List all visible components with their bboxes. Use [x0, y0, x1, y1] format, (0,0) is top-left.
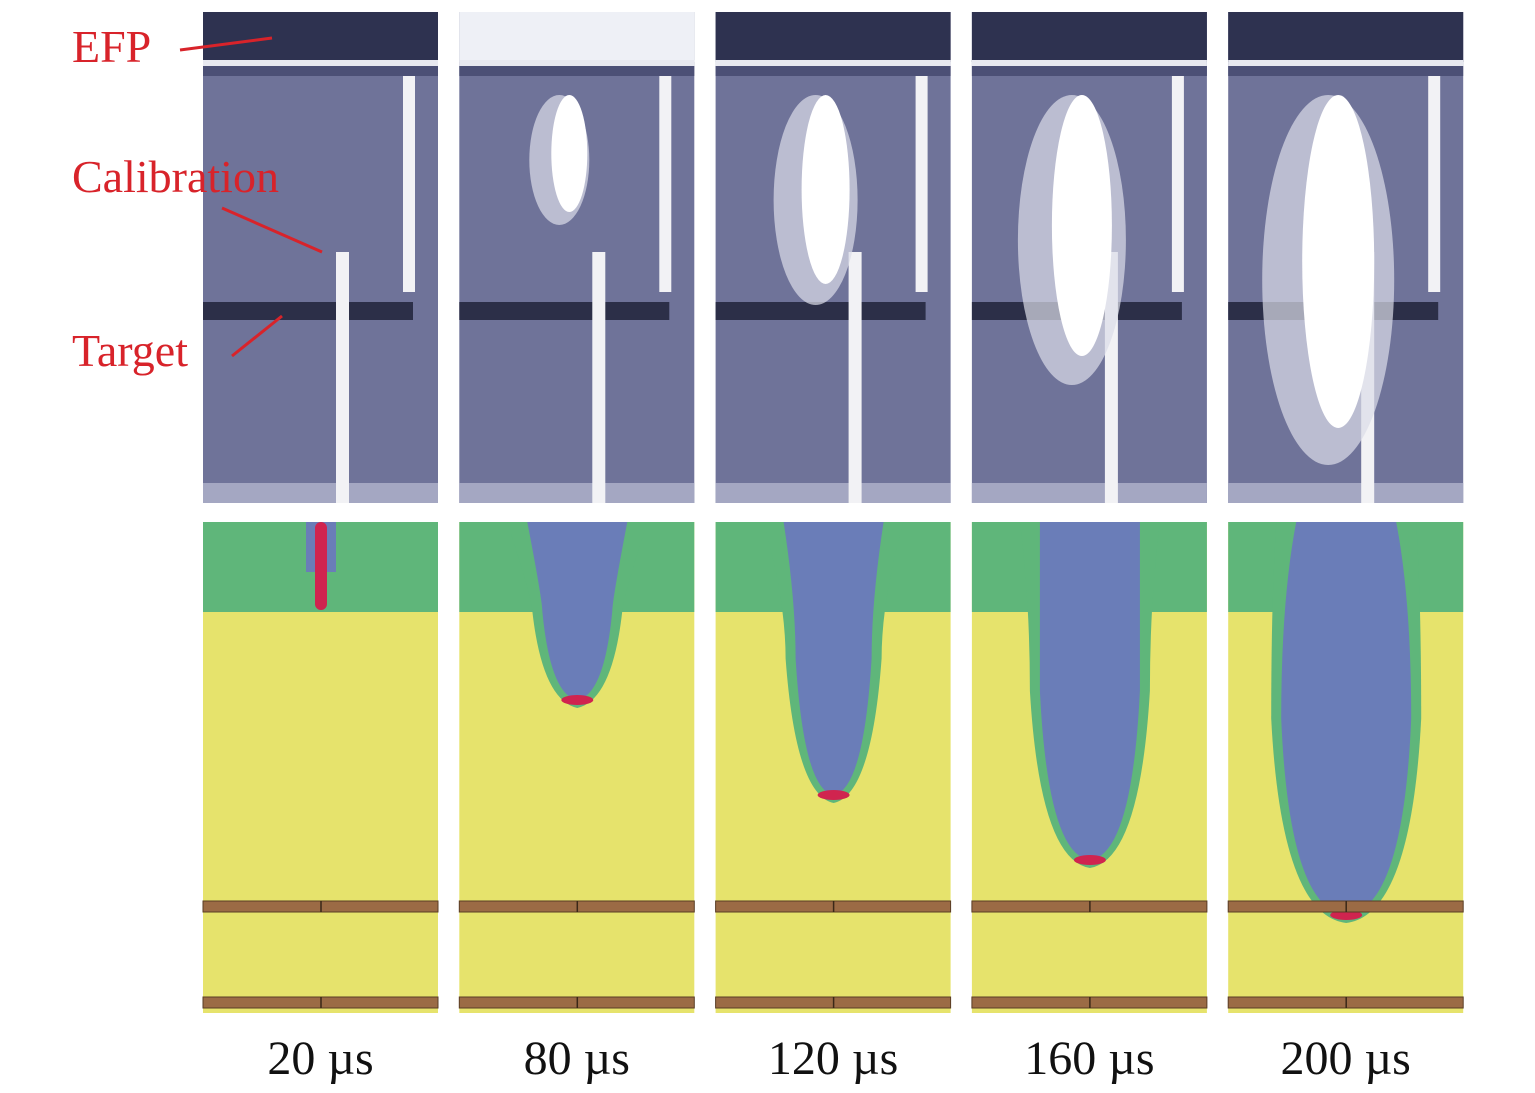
jet-cavity	[1039, 522, 1140, 860]
photo-strip	[971, 60, 1207, 66]
photo-band	[459, 66, 695, 76]
jet-cavity	[783, 522, 884, 795]
calibration-bar	[336, 252, 349, 503]
photo-top	[459, 12, 695, 62]
calibration-bar	[1171, 76, 1184, 292]
photo-strip	[459, 60, 695, 66]
annotation: EFP	[72, 21, 151, 72]
photo-band	[971, 66, 1207, 76]
photo-top	[203, 12, 438, 62]
photo-top	[1228, 12, 1464, 62]
jet-tip	[817, 790, 850, 800]
photo-bottom	[459, 483, 695, 503]
target-line	[459, 302, 670, 320]
photo-band	[203, 66, 438, 76]
target-line	[203, 302, 413, 320]
photo-bg	[203, 12, 438, 503]
photo-bg	[459, 12, 695, 503]
time-label: 80 µs	[524, 1032, 630, 1085]
panels	[202, 12, 1464, 1013]
jet-cavity	[1281, 522, 1412, 915]
annotation: Calibration	[72, 151, 279, 202]
efp-core	[551, 95, 588, 212]
photo-band	[1228, 66, 1464, 76]
photo-strip	[715, 60, 951, 66]
time-label: 20 µs	[267, 1032, 373, 1085]
photo-top	[971, 12, 1207, 62]
pointer	[231, 314, 283, 358]
photo-bottom	[203, 483, 438, 503]
calibration-bar	[592, 252, 606, 503]
photo-band	[715, 66, 951, 76]
photo-bottom	[1228, 483, 1464, 503]
efp-core	[1302, 95, 1375, 428]
photo-top	[715, 12, 951, 62]
photo-strip	[203, 60, 438, 66]
time-label: 120 µs	[768, 1032, 898, 1085]
time-label: 200 µs	[1281, 1032, 1411, 1085]
jet-cavity	[527, 522, 628, 700]
calibration-bar	[848, 252, 862, 503]
photo-bottom	[971, 483, 1207, 503]
time-label: 160 µs	[1024, 1032, 1154, 1085]
calibration-bar	[403, 76, 415, 292]
photo-strip	[1228, 60, 1464, 66]
jet-tip	[1073, 855, 1106, 865]
pointer	[221, 206, 323, 254]
pointer	[179, 36, 273, 52]
efp-core	[1051, 95, 1112, 356]
calibration-bar	[915, 76, 928, 292]
efp-core	[801, 95, 850, 284]
jet-tip	[561, 695, 594, 705]
annotation: Target	[72, 325, 188, 376]
jet-rod	[315, 522, 327, 610]
calibration-bar	[659, 76, 672, 292]
calibration-bar	[1428, 76, 1441, 292]
photo-bottom	[715, 483, 951, 503]
target-line	[715, 302, 926, 320]
